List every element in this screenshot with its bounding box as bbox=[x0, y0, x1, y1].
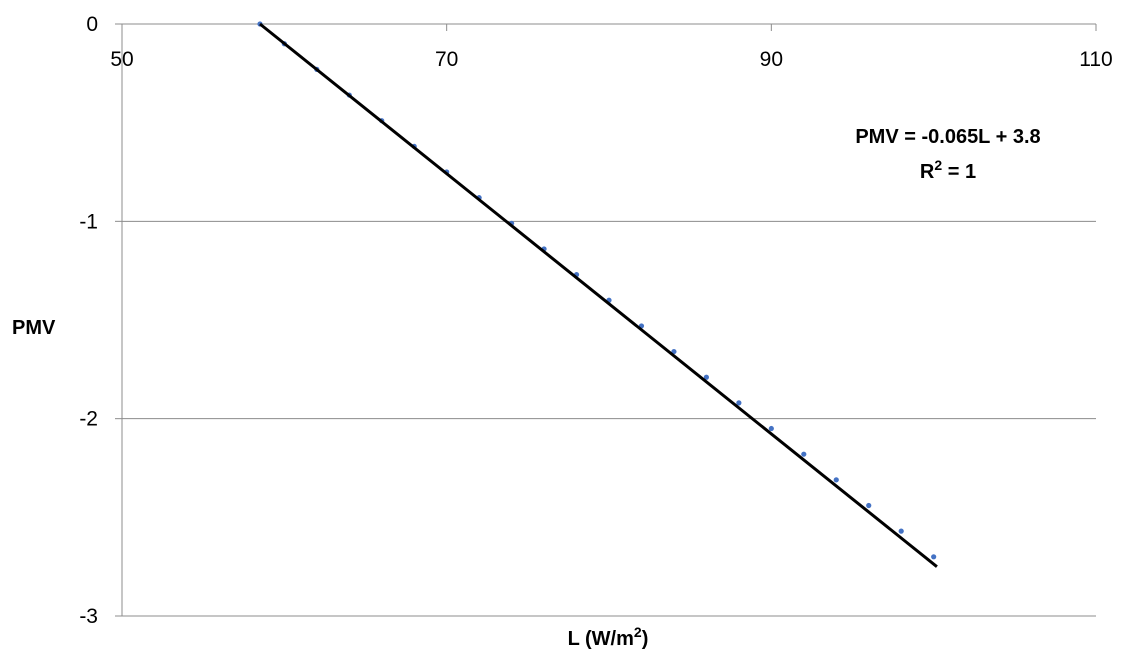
r-squared-superscript: 2 bbox=[934, 157, 942, 173]
x-tick-label-1: 70 bbox=[435, 48, 458, 71]
x-axis-title: L (W/m2) bbox=[568, 624, 649, 650]
y-tick-label-0: 0 bbox=[86, 13, 98, 36]
data-point-0-14 bbox=[703, 374, 710, 380]
y-tick-labels: 0 -1 -2 -3 bbox=[79, 13, 98, 628]
x-axis-title-close: ) bbox=[642, 628, 649, 650]
y-tick-label-3: -3 bbox=[79, 605, 98, 628]
x-axis-title-main: L (W/m bbox=[568, 628, 634, 650]
data-point-0-16 bbox=[768, 425, 774, 432]
y-axis-title: PMV bbox=[12, 317, 56, 339]
r-squared-label: R2 = 1 bbox=[920, 157, 976, 183]
data-point-0-17 bbox=[801, 451, 807, 457]
x-tick-label-0: 50 bbox=[110, 48, 133, 71]
data-point-0-19 bbox=[866, 502, 872, 509]
x-tick-label-2: 90 bbox=[760, 48, 783, 71]
trendline-equation: PMV = -0.065L + 3.8 bbox=[855, 126, 1040, 148]
data-point-0-21 bbox=[931, 554, 937, 560]
y-tick-label-1: -1 bbox=[79, 210, 98, 233]
axes bbox=[115, 23, 1097, 617]
r-squared-suffix: = 1 bbox=[942, 161, 976, 183]
data-point-0-20 bbox=[898, 528, 904, 534]
x-tick-label-3: 110 bbox=[1079, 48, 1112, 71]
r-squared-prefix: R bbox=[920, 161, 935, 183]
trendline-layer bbox=[259, 22, 938, 568]
x-axis-title-superscript: 2 bbox=[634, 624, 642, 640]
x-tick-labels: 50 70 90 110 bbox=[110, 48, 1112, 71]
data-point-0-15 bbox=[736, 400, 742, 406]
trendline bbox=[259, 22, 938, 568]
gridlines bbox=[122, 220, 1096, 420]
data-point-0-13 bbox=[671, 348, 677, 355]
data-point-0-18 bbox=[833, 477, 839, 483]
y-tick-label-2: -2 bbox=[79, 408, 98, 431]
